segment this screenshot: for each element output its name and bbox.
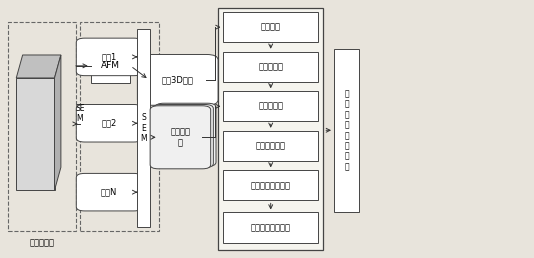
Text: 平面标定块: 平面标定块 <box>29 238 54 247</box>
Text: 多幅电子
像: 多幅电子 像 <box>170 128 191 147</box>
Text: SE
M: SE M <box>75 104 85 123</box>
Text: 对应点坐标系统一: 对应点坐标系统一 <box>251 181 290 190</box>
Text: 位置N: 位置N <box>101 188 117 197</box>
FancyBboxPatch shape <box>137 29 150 227</box>
FancyBboxPatch shape <box>223 91 318 121</box>
FancyBboxPatch shape <box>76 38 142 76</box>
FancyBboxPatch shape <box>155 103 216 166</box>
FancyBboxPatch shape <box>91 49 130 83</box>
FancyBboxPatch shape <box>223 170 318 200</box>
Text: 对应点匹配: 对应点匹配 <box>258 102 283 111</box>
Text: 位置2: 位置2 <box>101 119 117 128</box>
Text: 运动参数确定: 运动参数确定 <box>256 141 286 150</box>
FancyBboxPatch shape <box>223 131 318 161</box>
FancyBboxPatch shape <box>76 104 142 142</box>
FancyBboxPatch shape <box>137 54 218 105</box>
Text: 位置1: 位置1 <box>101 52 117 61</box>
FancyBboxPatch shape <box>8 22 76 231</box>
FancyBboxPatch shape <box>76 173 142 211</box>
Text: 空间直线方程计算: 空间直线方程计算 <box>251 223 290 232</box>
Text: 特征点提取: 特征点提取 <box>258 62 283 71</box>
FancyBboxPatch shape <box>80 22 159 231</box>
FancyBboxPatch shape <box>223 212 318 243</box>
Text: 图像矫正: 图像矫正 <box>261 23 281 32</box>
FancyBboxPatch shape <box>150 106 211 169</box>
Text: S
E
M: S E M <box>140 114 147 143</box>
Text: 标准3D模型: 标准3D模型 <box>162 75 194 84</box>
FancyBboxPatch shape <box>223 52 318 82</box>
Text: 已
标
定
的
系
统
参
数: 已 标 定 的 系 统 参 数 <box>344 89 349 171</box>
FancyBboxPatch shape <box>16 78 54 190</box>
Polygon shape <box>16 55 61 78</box>
Text: AFM: AFM <box>101 61 120 70</box>
FancyBboxPatch shape <box>153 104 214 167</box>
FancyBboxPatch shape <box>218 8 323 250</box>
FancyBboxPatch shape <box>223 12 318 42</box>
FancyBboxPatch shape <box>334 49 359 212</box>
Polygon shape <box>54 55 61 190</box>
